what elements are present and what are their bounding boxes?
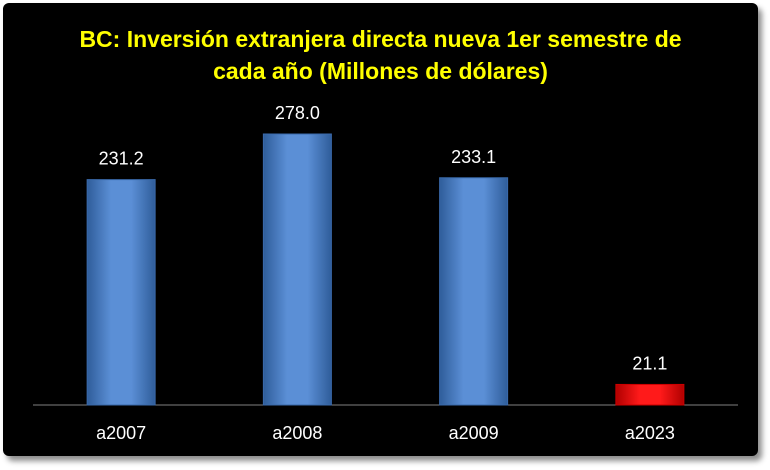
- bar-a2023: [615, 383, 685, 406]
- data-label-a2007: 231.2: [99, 149, 144, 169]
- bar-a2009: [439, 177, 509, 406]
- bar-a2008: [262, 133, 332, 406]
- x-tick-label-a2023: a2023: [625, 423, 675, 443]
- bar-a2007: [86, 179, 156, 406]
- data-label-a2009: 233.1: [451, 147, 496, 167]
- chart-frame: BC: Inversión extranjera directa nueva 1…: [3, 3, 758, 456]
- chart-title-line-1: BC: Inversión extranjera directa nueva 1…: [79, 26, 682, 52]
- data-label-a2008: 278.0: [275, 103, 320, 123]
- x-tick-label-a2007: a2007: [96, 423, 146, 443]
- chart-title-line-2: cada año (Millones de dólares): [213, 58, 548, 84]
- x-tick-label-a2008: a2008: [272, 423, 322, 443]
- bar-chart-plot: 231.2 a2007 278.0 a2008 233.1 a2009 21.1 a2023: [33, 103, 738, 443]
- x-tick-label-a2009: a2009: [449, 423, 499, 443]
- chart-title: BC: Inversión extranjera directa nueva 1…: [3, 23, 758, 87]
- data-label-a2023: 21.1: [632, 353, 667, 373]
